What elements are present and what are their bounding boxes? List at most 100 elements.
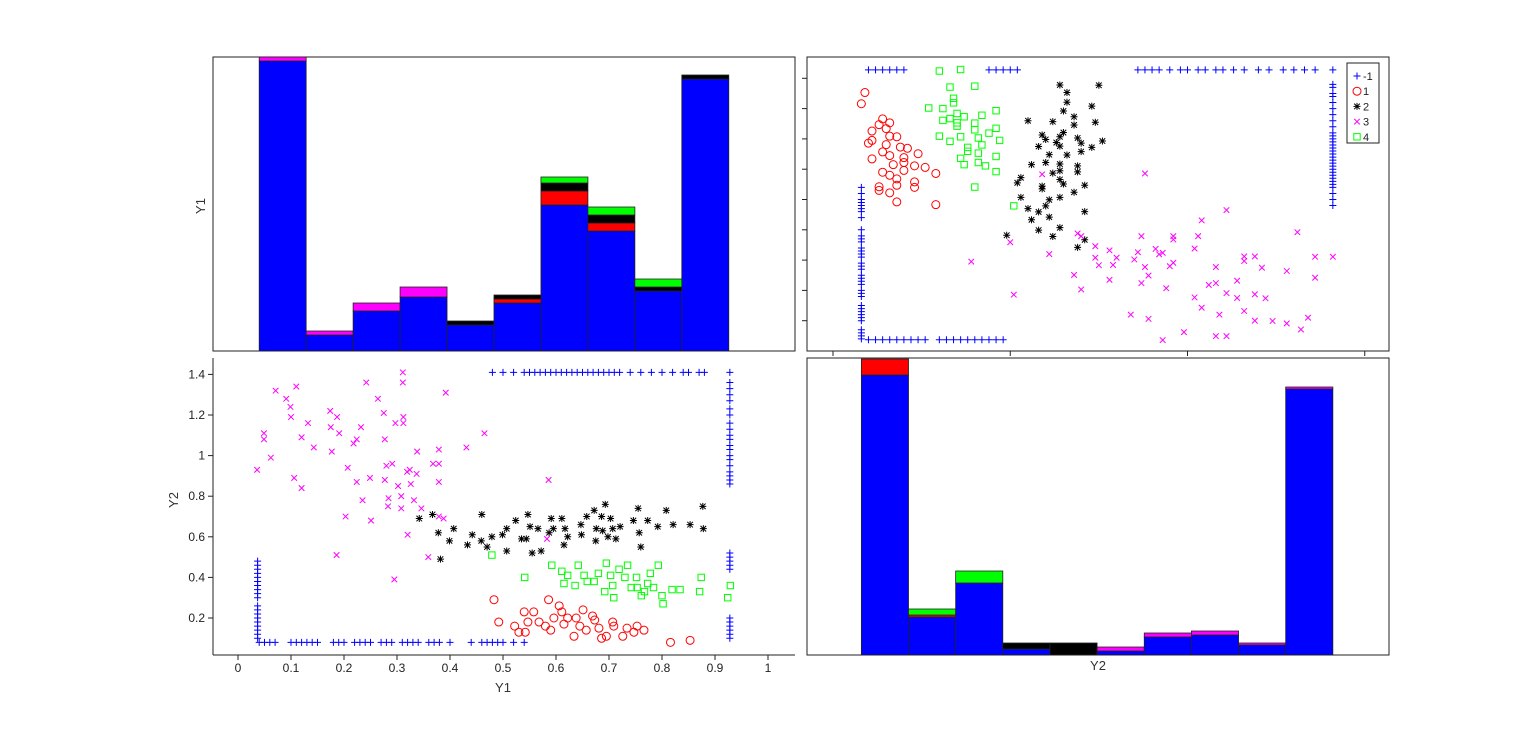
x-marker-shape: [344, 464, 351, 471]
histogram-y2-bar-group-3-bin-6: [1096, 646, 1145, 652]
star-marker-shape: [1059, 107, 1067, 115]
point-group-1-y1-y2: [544, 595, 554, 605]
point-group-4-y1-y2: [646, 569, 655, 578]
point-group-1-y2-y1: [888, 160, 898, 170]
point-group-neg1-y1-y2: [726, 549, 734, 557]
point-group-3-y2-y1: [1241, 253, 1248, 260]
point-group-3-y2-y1: [1191, 294, 1198, 301]
point-group-2-y1-y2: [583, 513, 591, 520]
point-group-3-y1-y2: [293, 383, 300, 390]
star-marker-shape: [1074, 134, 1082, 142]
point-group-3-y2-y1: [1212, 263, 1220, 271]
point-group-2-y2-y1: [1035, 208, 1043, 216]
circle-marker-shape: [559, 619, 569, 629]
square-marker-shape: [646, 569, 655, 578]
x-marker-shape: [381, 436, 388, 443]
square-marker-shape: [695, 587, 704, 596]
point-group-4-y1-y2: [615, 565, 623, 573]
plus-marker-shape: [467, 638, 475, 646]
point-group-2-y2-y1: [1024, 205, 1032, 213]
point-group-1-y2-y1: [910, 177, 920, 187]
histogram-y2-bar-group-neg1-bin-8: [1190, 634, 1239, 656]
circle-marker-shape: [874, 185, 884, 195]
star-marker-shape: [577, 531, 585, 539]
point-group-2-y2-y1: [1038, 131, 1046, 139]
point-group-2-y1-y2: [429, 510, 437, 518]
legend-marker-neg1: [1353, 72, 1361, 80]
star-marker-shape: [1056, 224, 1064, 232]
x-tick-label: 0.5: [495, 661, 512, 675]
square-marker-shape: [964, 143, 972, 152]
x-marker-shape: [267, 454, 275, 461]
point-group-3-y1-y2: [418, 505, 425, 512]
star-marker-shape: [1049, 118, 1057, 126]
plus-marker-shape: [254, 557, 262, 565]
point-group-neg1-y1-y2: [271, 638, 279, 646]
point-group-1-y1-y2: [523, 617, 533, 627]
point-group-3-y1-y2: [283, 395, 290, 402]
x-marker-shape: [359, 497, 366, 504]
point-group-1-y2-y1: [892, 132, 902, 142]
circle-marker-shape: [540, 621, 550, 631]
point-group-1-y1-y2: [639, 625, 649, 635]
square-marker-shape: [995, 136, 1004, 145]
plus-marker-shape: [914, 336, 922, 344]
point-group-neg1-y2-y1: [1254, 66, 1262, 74]
circle-marker-shape: [520, 627, 530, 637]
x-marker-shape: [327, 407, 334, 415]
plus-marker-shape: [1329, 99, 1337, 107]
plus-marker-shape: [900, 336, 908, 344]
point-group-neg1-y1-y2: [446, 638, 454, 646]
x-marker-shape: [1155, 251, 1163, 258]
square-marker-shape: [615, 565, 623, 573]
point-group-3-y1-y2: [260, 436, 268, 443]
point-group-3-y2-y1: [1198, 304, 1205, 311]
point-group-3-y2-y1: [1077, 286, 1085, 293]
point-group-3-y2-y1: [1109, 261, 1117, 269]
x-marker-shape: [413, 448, 421, 455]
point-group-2-y1-y2: [498, 531, 506, 539]
star-marker-shape: [1028, 216, 1036, 224]
star-marker-shape: [1056, 81, 1064, 89]
point-group-3-y1-y2: [407, 480, 414, 488]
point-group-3-y1-y2: [350, 440, 357, 447]
square-marker-shape: [633, 583, 641, 592]
point-group-1-y1-y2: [514, 627, 524, 637]
point-group-neg1-y2-y1: [985, 66, 993, 74]
point-group-2-y1-y2: [637, 543, 645, 551]
x-marker-shape: [367, 517, 375, 524]
point-group-2-y1-y2: [599, 527, 607, 535]
point-group-2-y2-y1: [1028, 161, 1036, 169]
point-group-4-y2-y1: [935, 67, 944, 75]
circle-marker-shape: [881, 140, 891, 150]
point-group-1-y1-y2: [559, 619, 569, 629]
star-marker-shape: [524, 510, 532, 518]
point-group-neg1-y1-y2: [388, 638, 396, 646]
point-group-4-y2-y1: [956, 133, 965, 141]
point-group-2-y1-y2: [518, 535, 526, 543]
point-group-2-y1-y2: [477, 537, 485, 545]
point-group-3-y1-y2: [425, 553, 432, 561]
point-group-2-y2-y1: [1081, 208, 1089, 216]
point-group-neg1-y2-y1: [857, 226, 865, 234]
point-group-neg1-y2-y1: [1329, 105, 1337, 113]
point-group-1-y1-y2: [554, 601, 564, 611]
point-group-4-y2-y1: [971, 183, 979, 191]
star-marker-shape: [577, 521, 585, 529]
square-marker-shape: [978, 141, 986, 149]
point-group-4-y2-y1: [925, 104, 933, 112]
point-group-3-y1-y2: [366, 474, 374, 482]
point-group-4-y2-y1: [949, 94, 958, 102]
plus-marker-shape: [726, 441, 734, 449]
point-group-3-y1-y2: [398, 505, 405, 512]
point-group-4-y2-y1: [971, 119, 979, 127]
star-marker-shape: [1077, 148, 1085, 156]
point-group-3-y2-y1: [1283, 267, 1290, 275]
star-marker-shape: [1056, 167, 1064, 175]
point-group-neg1-y2-y1: [893, 66, 901, 74]
star-marker-shape: [604, 533, 612, 541]
plus-marker-shape: [446, 638, 454, 646]
point-group-2-y2-y1: [1074, 162, 1082, 170]
x-marker-shape: [350, 440, 357, 447]
